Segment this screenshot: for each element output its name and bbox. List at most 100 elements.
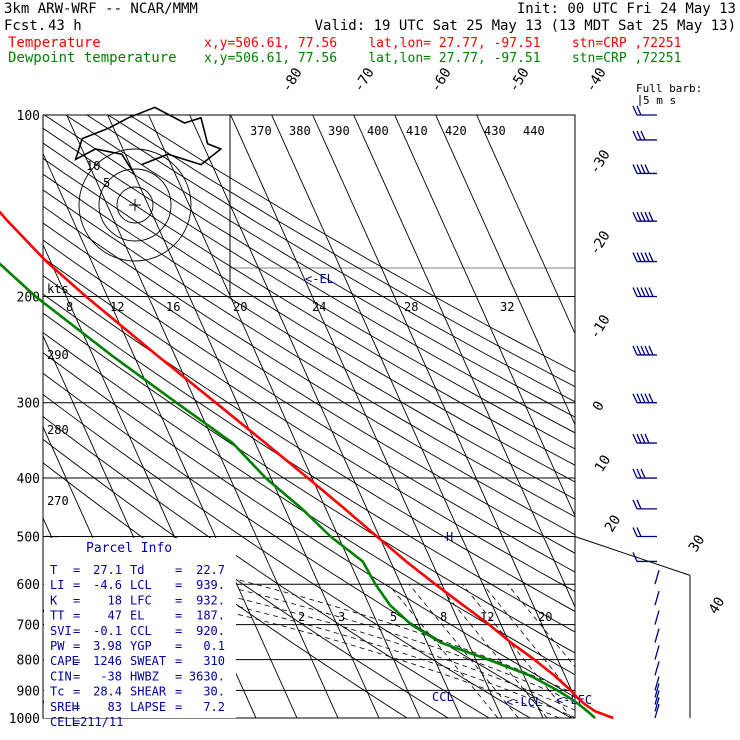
barb-flag — [640, 393, 646, 403]
dry-adiabat — [65, 115, 575, 418]
wind-barb — [654, 703, 660, 719]
parcel-info-cell: = — [73, 639, 80, 653]
barb-flag — [640, 433, 646, 444]
parcel-info-cell: CCL — [130, 624, 152, 638]
isotherm — [0, 115, 10, 718]
hodograph-axis-label: 20 — [233, 300, 247, 314]
parcel-info-cell: = — [73, 609, 80, 623]
isotherm-label: -20 — [587, 228, 614, 258]
barb-staff — [654, 661, 660, 676]
isotherm-label: 40 — [706, 594, 729, 617]
barb-flag — [632, 211, 638, 222]
isotherm — [476, 115, 575, 335]
barb-staff — [654, 683, 660, 698]
parcel-info-cell: = — [73, 669, 80, 683]
barb-flag — [636, 393, 642, 403]
wind-barb — [632, 287, 657, 298]
dry-adiabat — [43, 189, 575, 518]
parcel-info-cell: 30. — [203, 685, 225, 699]
wind-barb — [632, 552, 657, 563]
parcel-info-cell: = — [175, 700, 182, 714]
barb-flag — [644, 433, 650, 444]
dry-adiabat — [43, 257, 575, 592]
wind-barb — [632, 164, 657, 175]
pressure-tick-label: 900 — [17, 684, 40, 699]
hodograph-ring — [116, 186, 154, 224]
parcel-info-cell: -0.1 — [93, 624, 122, 638]
hodograph-axis-label: 16 — [166, 300, 180, 314]
isotherm-label: 10 — [592, 452, 615, 475]
parcel-info-cell: T — [50, 563, 57, 577]
theta-label: 440 — [523, 124, 545, 138]
isotherm — [230, 115, 503, 718]
barb-flag — [648, 287, 654, 297]
isotherm-label: 0 — [590, 398, 608, 414]
wind-barb — [632, 130, 657, 141]
isotherm-label: -80 — [279, 65, 306, 95]
wind-barb — [632, 393, 657, 404]
hodograph-axis-label: 8 — [66, 300, 73, 314]
parcel-info-cell: TT — [50, 609, 64, 623]
parcel-info-cell: = — [175, 563, 182, 577]
parcel-info-cell: -4.6 — [93, 578, 122, 592]
parcel-info-cell: 310 — [203, 654, 225, 668]
isotherm — [107, 115, 380, 718]
parcel-info-cell: Td — [130, 563, 144, 577]
barb-staff — [654, 610, 660, 625]
wind-barb — [632, 499, 657, 510]
legend-dewpoint-info: x,y=506.61, 77.56 lat,lon= 27.77, -97.51… — [204, 51, 682, 66]
hodograph-axis-label: 32 — [500, 300, 514, 314]
barb-flag — [632, 105, 638, 116]
pressure-tick-label: 800 — [17, 654, 40, 669]
wind-barb — [654, 697, 660, 712]
parcel-info-cell: 939. — [196, 578, 225, 592]
theta-label: 390 — [328, 124, 350, 138]
parcel-info-cell: = — [73, 700, 80, 714]
parcel-info-cell: = — [175, 624, 182, 638]
barb-flag — [636, 164, 642, 174]
barb-flag — [636, 433, 642, 444]
barb-flag — [640, 345, 646, 356]
mixing-ratio-line — [461, 583, 573, 718]
parcel-info-cell: 211/11 — [80, 715, 123, 729]
dry-adiabat — [43, 352, 575, 698]
parcel-info-cell: LCL — [130, 578, 152, 592]
isotherm-label: -40 — [583, 65, 610, 95]
parcel-info-cell: = — [73, 654, 80, 668]
moist-adiabat — [43, 544, 575, 703]
parcel-info-cell: 22.7 — [196, 563, 225, 577]
parcel-info-cell: SREH — [50, 700, 79, 714]
parcel-info-cell: 3.98 — [93, 639, 122, 653]
hodograph-trace — [74, 106, 223, 176]
parcel-info-background — [44, 538, 236, 718]
parcel-info-cell: 920. — [196, 624, 225, 638]
parcel-info-cell: CAPE — [50, 654, 79, 668]
legend-temperature-label: Temperature — [8, 35, 101, 51]
parcel-info-cell: LAPSE — [130, 700, 166, 714]
theta-label: 420 — [445, 124, 467, 138]
dry-adiabat — [129, 115, 575, 373]
dry-adiabat — [107, 115, 575, 388]
barb-flag — [640, 287, 646, 297]
barb-legend-line2: 5 m s — [643, 94, 676, 107]
pressure-tick-label: 300 — [17, 397, 40, 412]
barb-staff — [654, 703, 660, 719]
parcel-info-cell: 47 — [108, 609, 122, 623]
barb-staff — [654, 690, 660, 705]
barb-legend-line1: Full barb: — [636, 82, 702, 95]
parcel-info-cell: = — [73, 715, 80, 729]
isotherm-label: -70 — [351, 65, 378, 95]
hodograph-units: kts — [47, 282, 69, 296]
barb-flag — [644, 345, 650, 356]
barb-flag — [648, 393, 654, 403]
mixing-ratio-label: 5 — [390, 610, 397, 624]
isotherm — [394, 115, 575, 517]
lcl-annotation: <-LCL — [506, 695, 542, 709]
barb-flag — [640, 252, 646, 262]
dry-adiabat — [44, 115, 575, 434]
barb-staff — [654, 628, 660, 643]
parcel-info-cell: 932. — [196, 593, 225, 607]
barb-flag — [648, 252, 654, 262]
hodograph-axis-label: 24 — [312, 300, 326, 314]
